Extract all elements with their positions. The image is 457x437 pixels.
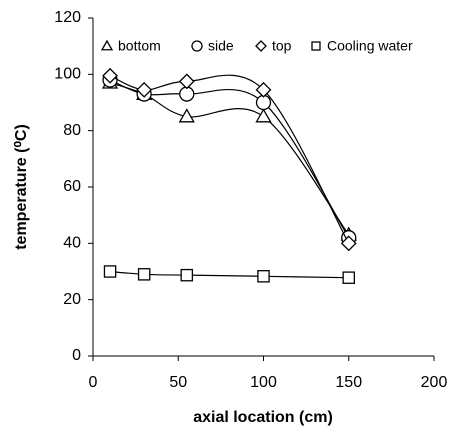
x-axis-label: axial location (cm): [193, 409, 333, 426]
x-tick-label: 100: [250, 374, 277, 391]
x-tick-label: 150: [335, 374, 362, 391]
legend-marker: [191, 40, 203, 52]
y-tick-label: 0: [72, 347, 81, 364]
marker: [102, 67, 118, 84]
marker: [255, 108, 272, 123]
y-tick-label: 120: [54, 9, 81, 26]
marker: [178, 108, 195, 123]
marker: [103, 265, 117, 278]
y-axis-label: temperature (⁰C): [13, 124, 30, 250]
marker: [180, 268, 194, 282]
marker: [136, 81, 153, 98]
x-tick-label: 200: [421, 374, 448, 391]
legend-label: Cooling water: [327, 38, 413, 54]
legend-label: bottom: [118, 38, 161, 54]
legend-label: side: [208, 38, 234, 54]
legend-marker: [255, 40, 267, 52]
series-line: [109, 79, 350, 239]
y-tick-label: 80: [63, 122, 81, 139]
x-tick-label: 0: [89, 374, 98, 391]
marker: [340, 235, 357, 252]
legend-marker: [100, 39, 114, 51]
y-tick-label: 60: [63, 178, 81, 195]
marker: [137, 268, 151, 281]
y-tick-label: 20: [63, 291, 81, 308]
marker: [178, 73, 195, 90]
marker: [342, 271, 355, 284]
marker: [255, 81, 272, 98]
y-tick-label: 100: [54, 66, 81, 83]
y-tick-label: 40: [63, 235, 81, 252]
marker: [257, 270, 270, 283]
series-line: [109, 82, 350, 236]
legend-marker: [311, 41, 321, 51]
x-tick-label: 50: [169, 374, 187, 391]
legend-label: top: [272, 38, 292, 54]
